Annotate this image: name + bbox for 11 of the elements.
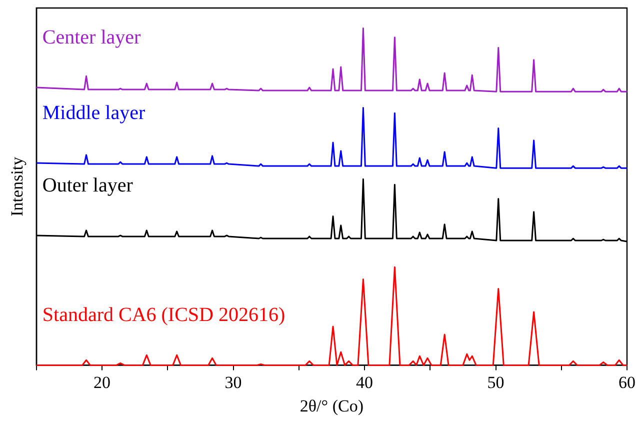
x-tick-label: 50: [487, 372, 504, 392]
x-axis-title: 2θ/° (Co): [300, 396, 364, 416]
series-label: Center layer: [42, 26, 142, 49]
x-tick-label: 60: [618, 372, 636, 392]
series-label: Standard CA6 (ICSD 202616): [42, 304, 286, 326]
series-label: Outer layer: [42, 174, 134, 196]
x-tick-label: 30: [224, 372, 242, 392]
x-tick-label: 40: [356, 372, 374, 392]
x-tick-label: 20: [94, 372, 111, 392]
y-axis-title: Intensity: [8, 156, 27, 216]
series-label: Middle layer: [42, 102, 146, 124]
